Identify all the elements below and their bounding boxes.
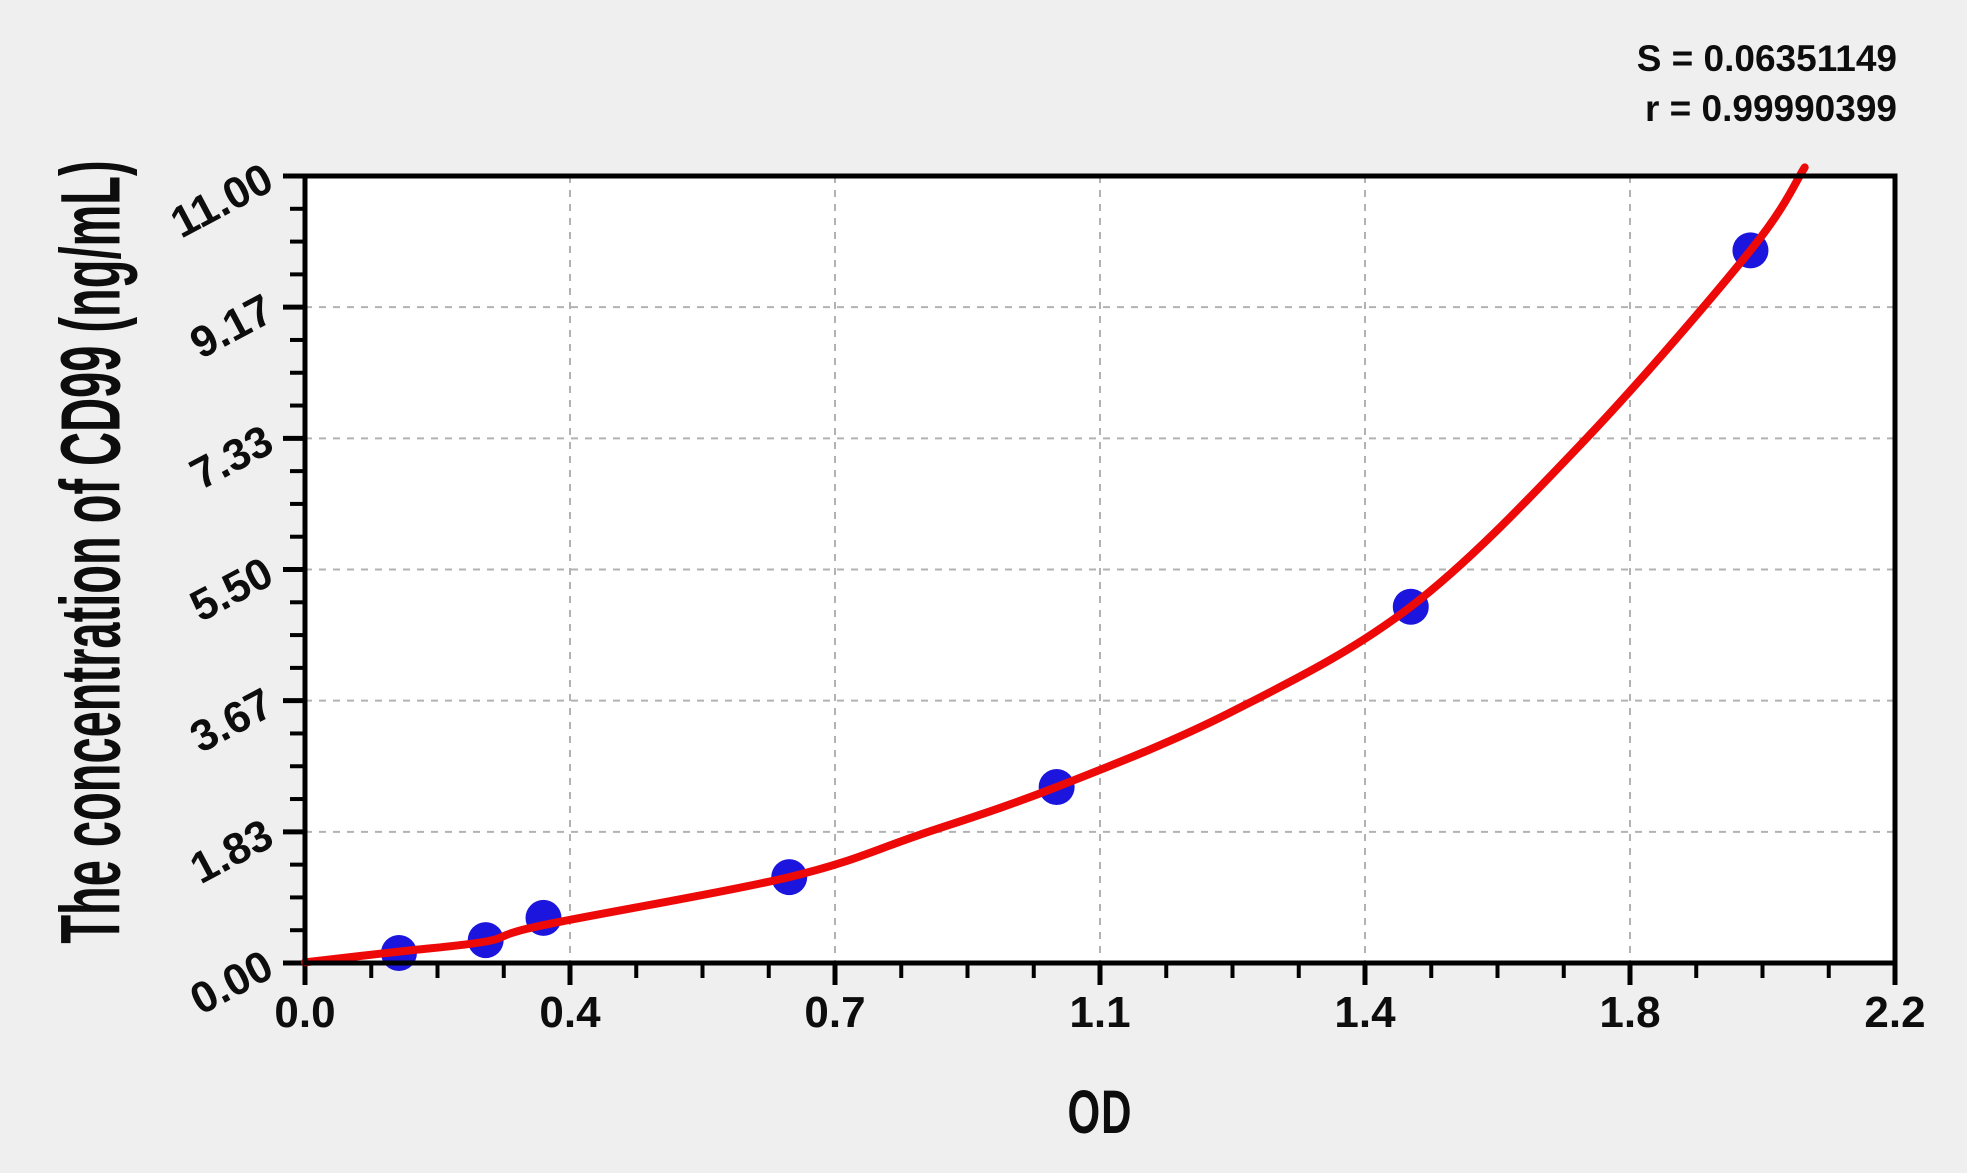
fit-statistics: S = 0.06351149 r = 0.99990399 — [1637, 34, 1897, 134]
x-tick-label: 0.4 — [539, 988, 601, 1037]
x-tick-label: 0.0 — [274, 988, 336, 1037]
x-tick-label: 1.1 — [1069, 988, 1131, 1037]
plot-frame — [302, 173, 1898, 966]
x-tick-label: 1.4 — [1334, 988, 1396, 1037]
x-axis-title: OD — [1067, 1078, 1133, 1147]
fit-r-value: r = 0.99990399 — [1644, 88, 1897, 129]
x-tick-label: 0.7 — [804, 988, 866, 1037]
y-axis-title: The concentration of CD99 (ng/mL) — [42, 160, 138, 944]
fit-curve — [301, 163, 1809, 967]
x-tick-label: 2.2 — [1864, 988, 1926, 1037]
x-tick-label: 1.8 — [1599, 988, 1661, 1037]
fit-s-value: S = 0.06351149 — [1636, 38, 1897, 79]
